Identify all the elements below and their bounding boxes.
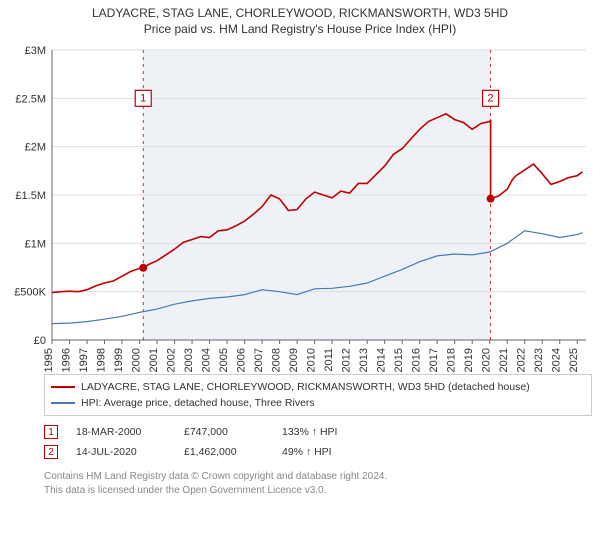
x-tick-label: 2007 bbox=[253, 348, 265, 372]
sale-date: 18-MAR-2000 bbox=[76, 426, 166, 438]
sale-dot bbox=[487, 195, 495, 203]
sale-marker-number: 1 bbox=[140, 92, 146, 104]
line-chart: £0 £500K £1M £1.5M £2M £2.5M £3M 1995 1996 1997 19… bbox=[8, 42, 592, 372]
y-tick-label: £1.5M bbox=[15, 190, 46, 202]
x-tick-label: 2009 bbox=[288, 348, 300, 372]
y-tick-label: £3M bbox=[25, 45, 46, 57]
legend-swatch bbox=[51, 402, 75, 404]
x-tick-label: 2013 bbox=[358, 348, 370, 372]
x-tick-label: 2011 bbox=[323, 348, 335, 372]
sale-marker-icon: 2 bbox=[44, 445, 58, 459]
footer-attribution: Contains HM Land Registry data © Crown c… bbox=[44, 470, 592, 497]
sale-row: 2 14-JUL-2020 £1,462,000 49% ↑ HPI bbox=[44, 442, 592, 462]
sale-marker-number: 2 bbox=[488, 92, 494, 104]
x-tick-label: 2016 bbox=[411, 348, 423, 372]
legend-label: LADYACRE, STAG LANE, CHORLEYWOOD, RICKMA… bbox=[81, 381, 530, 393]
legend-row: HPI: Average price, detached house, Thre… bbox=[51, 395, 585, 411]
y-tick-label: £0 bbox=[34, 335, 46, 347]
title-line-1: LADYACRE, STAG LANE, CHORLEYWOOD, RICKMA… bbox=[8, 6, 592, 20]
x-tick-label: 1997 bbox=[78, 348, 90, 372]
x-tick-label: 2002 bbox=[166, 348, 178, 372]
sale-dot bbox=[139, 264, 147, 272]
x-tick-label: 1998 bbox=[96, 348, 108, 372]
x-tick-label: 2015 bbox=[393, 348, 405, 372]
sale-marker-icon: 1 bbox=[44, 425, 58, 439]
x-tick-label: 2018 bbox=[446, 348, 458, 372]
sale-price: £1,462,000 bbox=[184, 446, 264, 458]
x-tick-label: 2001 bbox=[148, 348, 160, 372]
x-tick-label: 2003 bbox=[183, 348, 195, 372]
legend-swatch bbox=[51, 386, 75, 388]
y-tick-label: £2.5M bbox=[15, 93, 46, 105]
x-tick-label: 1996 bbox=[61, 348, 73, 372]
x-tick-label: 2020 bbox=[481, 348, 493, 372]
x-tick-label: 2010 bbox=[306, 348, 318, 372]
x-tick-label: 2012 bbox=[341, 348, 353, 372]
footer-line-2: This data is licensed under the Open Gov… bbox=[44, 484, 592, 498]
y-tick-label: £500K bbox=[14, 287, 46, 299]
x-tick-label: 1999 bbox=[113, 348, 125, 372]
x-tick-label: 1995 bbox=[43, 348, 55, 372]
sale-date: 14-JUL-2020 bbox=[76, 446, 166, 458]
sale-price: £747,000 bbox=[184, 426, 264, 438]
legend: LADYACRE, STAG LANE, CHORLEYWOOD, RICKMA… bbox=[44, 374, 592, 416]
x-tick-label: 2006 bbox=[236, 348, 248, 372]
x-tick-label: 2017 bbox=[428, 348, 440, 372]
sales-table: 1 18-MAR-2000 £747,000 133% ↑ HPI 2 14-JUL-20… bbox=[44, 422, 592, 462]
y-tick-label: £1M bbox=[25, 238, 46, 250]
x-tick-label: 2014 bbox=[376, 348, 388, 372]
x-tick-label: 2000 bbox=[131, 348, 143, 372]
x-tick-label: 2019 bbox=[463, 348, 475, 372]
chart-title: LADYACRE, STAG LANE, CHORLEYWOOD, RICKMA… bbox=[0, 0, 600, 38]
x-tick-label: 2023 bbox=[533, 348, 545, 372]
sale-row: 1 18-MAR-2000 £747,000 133% ↑ HPI bbox=[44, 422, 592, 442]
x-tick-label: 2005 bbox=[218, 348, 230, 372]
x-tick-label: 2022 bbox=[516, 348, 528, 372]
sale-delta: 49% ↑ HPI bbox=[282, 446, 362, 458]
title-line-2: Price paid vs. HM Land Registry's House … bbox=[8, 22, 592, 36]
legend-row: LADYACRE, STAG LANE, CHORLEYWOOD, RICKMA… bbox=[51, 379, 585, 395]
footer-line-1: Contains HM Land Registry data © Crown c… bbox=[44, 470, 592, 484]
x-tick-label: 2024 bbox=[551, 348, 563, 372]
x-tick-label: 2004 bbox=[201, 348, 213, 372]
x-tick-label: 2025 bbox=[568, 348, 580, 372]
sale-delta: 133% ↑ HPI bbox=[282, 426, 362, 438]
x-tick-label: 2021 bbox=[498, 348, 510, 372]
x-tick-label: 2008 bbox=[271, 348, 283, 372]
legend-label: HPI: Average price, detached house, Thre… bbox=[81, 397, 315, 409]
y-tick-label: £2M bbox=[25, 142, 46, 154]
